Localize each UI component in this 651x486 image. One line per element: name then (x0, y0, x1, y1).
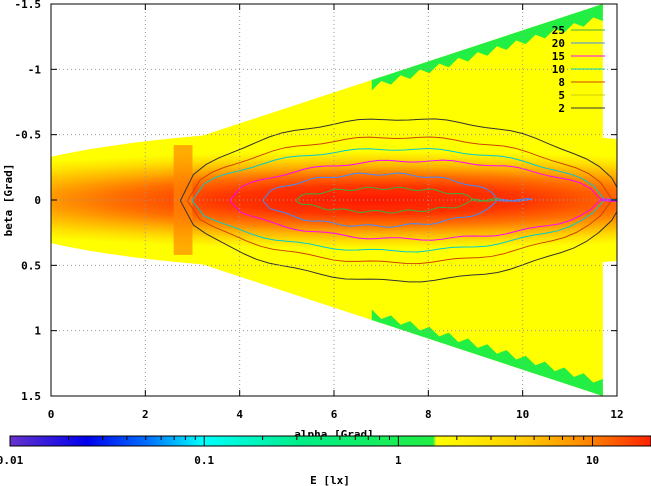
colorbar-tick-label: 0.1 (194, 454, 214, 467)
y-tick-label: 1.5 (21, 390, 41, 403)
y-tick-label: 0 (34, 194, 41, 207)
legend-label: 2 (558, 102, 565, 115)
x-tick-label: 4 (236, 408, 243, 421)
x-tick-label: 10 (516, 408, 529, 421)
contour-10 (192, 148, 617, 253)
x-tick-label: 2 (142, 408, 149, 421)
green-region-bottom (371, 309, 603, 396)
y-axis-label: beta [Grad] (2, 164, 15, 237)
y-tick-label: 1 (34, 325, 41, 338)
legend-label: 5 (558, 89, 565, 102)
contour-15 (229, 159, 617, 241)
y-tick-label: 0.5 (21, 259, 41, 272)
x-tick-label: 0 (48, 408, 55, 421)
colorbar-tick-label: 1 (395, 454, 402, 467)
legend-label: 20 (552, 37, 565, 50)
x-tick-label: 12 (610, 408, 623, 421)
contour-8 (187, 136, 617, 265)
legend-label: 25 (552, 24, 565, 37)
legend-label: 15 (552, 50, 565, 63)
green-region-top (371, 4, 603, 91)
colorbar-tick-label: 0.01 (0, 454, 24, 467)
y-tick-label: -1 (28, 63, 42, 76)
colorbar-tick-label: 10 (586, 454, 599, 467)
x-tick-label: 6 (331, 408, 338, 421)
colorbar-gradient-bar (9, 435, 651, 447)
grid (51, 4, 617, 396)
contour-20 (262, 172, 533, 228)
x-tick-label: 8 (425, 408, 432, 421)
y-tick-label: -1.5 (15, 0, 42, 11)
colorbar: 0.01 0.1 1 10 (0, 435, 651, 467)
contour-2 (180, 118, 617, 283)
colorbar-label: E [lx] (310, 474, 350, 486)
contour-25 (295, 186, 500, 214)
legend-label: 8 (558, 76, 565, 89)
axis-ticks: 0 2 4 6 8 10 12-1.5-1-0.500.511.5 (15, 0, 624, 421)
y-tick-label: -0.5 (15, 129, 42, 142)
legend-label: 10 (552, 63, 565, 76)
heat-core (51, 128, 617, 272)
